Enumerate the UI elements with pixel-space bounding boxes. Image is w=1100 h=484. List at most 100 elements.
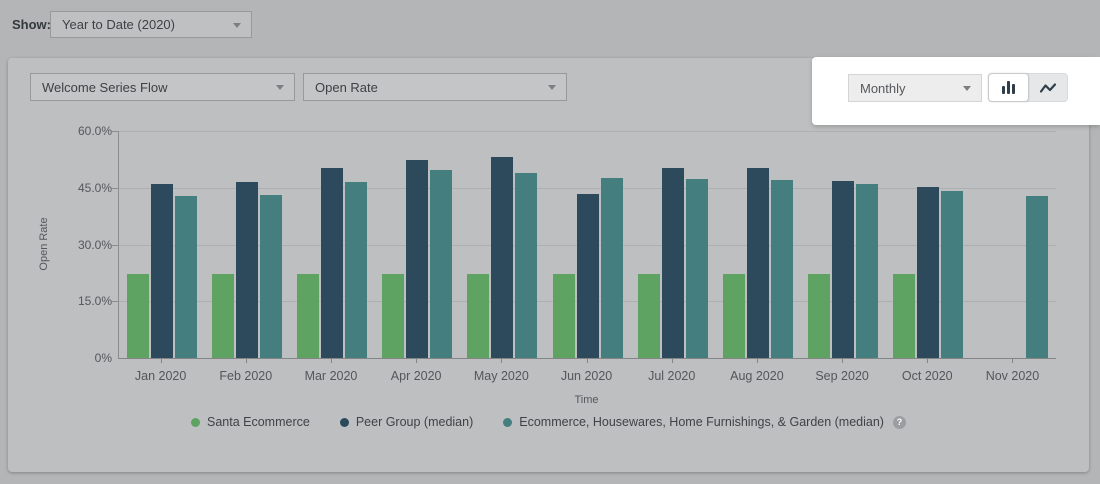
bar-group — [204, 131, 289, 358]
x-tick-label: Oct 2020 — [885, 358, 970, 383]
bar — [406, 159, 429, 358]
bar — [150, 183, 173, 358]
grid-line — [119, 131, 1056, 132]
x-tick-mark — [671, 358, 673, 363]
bar-group — [886, 131, 971, 358]
bar — [552, 274, 575, 358]
x-tick-mark — [501, 358, 503, 363]
show-label: Show: — [12, 17, 51, 32]
legend-item[interactable]: Santa Ecommerce — [191, 415, 310, 429]
bar — [235, 182, 258, 358]
metric-dropdown[interactable]: Open Rate — [303, 73, 567, 101]
bar — [382, 274, 405, 358]
bar-group — [289, 131, 374, 358]
x-tick-mark — [586, 358, 588, 363]
bar — [491, 156, 514, 358]
bar-chart-view-button[interactable] — [988, 73, 1029, 102]
bar — [941, 191, 964, 358]
x-tick-mark — [416, 358, 418, 363]
bar — [467, 274, 490, 358]
x-tick-label: May 2020 — [459, 358, 544, 383]
metric-dropdown-value: Open Rate — [315, 79, 378, 95]
bar — [917, 187, 940, 358]
x-tick-label: Apr 2020 — [374, 358, 459, 383]
legend-dot-icon — [503, 417, 513, 427]
legend-dot-icon — [339, 417, 349, 427]
x-tick-label: Feb 2020 — [203, 358, 288, 383]
x-tick-mark — [842, 358, 844, 363]
bar-group — [119, 131, 204, 358]
legend-item[interactable]: Peer Group (median) — [339, 415, 474, 429]
bar — [746, 167, 769, 358]
x-tick-label: Mar 2020 — [288, 358, 373, 383]
y-axis-labels: 0% 15.0% 30.0% 45.0% 60.0% — [8, 124, 112, 365]
x-tick-label: Jun 2020 — [544, 358, 629, 383]
bar — [832, 180, 855, 358]
legend-label: Santa Ecommerce — [207, 415, 310, 429]
flow-dropdown[interactable]: Welcome Series Flow — [30, 73, 295, 101]
y-tick-mark — [112, 131, 119, 132]
legend-label: Peer Group (median) — [355, 415, 474, 429]
y-tick-mark — [112, 301, 119, 303]
bar — [808, 274, 831, 358]
bar-group — [460, 131, 545, 358]
bar — [430, 169, 453, 358]
bar — [893, 274, 916, 358]
bar — [174, 196, 197, 358]
bar — [1026, 196, 1049, 358]
interval-dropdown[interactable]: Monthly — [848, 74, 982, 102]
bar — [722, 274, 745, 358]
legend-label: Ecommerce, Housewares, Home Furnishings,… — [519, 415, 884, 429]
period-dropdown-value: Year to Date (2020) — [62, 17, 175, 32]
x-axis-labels: Jan 2020 Feb 2020 Mar 2020 Apr 2020 May 2020… — [118, 358, 1055, 383]
bar — [661, 168, 684, 358]
x-tick-label: Jan 2020 — [118, 358, 203, 383]
bar — [637, 274, 660, 358]
chart-type-toggle — [988, 73, 1068, 102]
period-dropdown[interactable]: Year to Date (2020) — [50, 11, 252, 38]
spotlight-highlight: Monthly — [812, 57, 1100, 125]
line-chart-icon — [1039, 82, 1056, 93]
bar — [576, 194, 599, 358]
legend-item[interactable]: Ecommerce, Housewares, Home Furnishings,… — [503, 415, 906, 429]
bar-group — [545, 131, 630, 358]
plot-area — [112, 131, 1056, 359]
bar — [600, 178, 623, 358]
chevron-down-icon — [233, 22, 241, 28]
report-panel: Welcome Series Flow Open Rate Open Rate … — [8, 58, 1089, 472]
bar-group — [715, 131, 800, 358]
y-tick-label: 0% — [94, 351, 112, 365]
x-tick-mark — [756, 358, 758, 363]
y-tick-mark — [112, 244, 119, 246]
x-tick-mark — [927, 358, 929, 363]
bar-group — [801, 131, 886, 358]
x-tick-mark — [1012, 358, 1014, 363]
legend-dot-icon — [191, 417, 200, 427]
x-axis-title: Time — [574, 394, 599, 406]
line-chart-view-button[interactable] — [1028, 74, 1067, 101]
x-tick-mark — [160, 358, 162, 363]
bar — [856, 183, 879, 358]
y-tick-label: 15.0% — [77, 294, 112, 309]
x-tick-label: Nov 2020 — [970, 358, 1055, 383]
y-tick-label: 45.0% — [77, 180, 112, 195]
chevron-down-icon — [276, 85, 284, 90]
flow-dropdown-value: Welcome Series Flow — [42, 79, 168, 95]
bar-group — [971, 131, 1056, 358]
chevron-down-icon — [548, 85, 556, 90]
bar-group — [630, 131, 715, 358]
bar — [296, 274, 319, 358]
bar — [770, 180, 793, 358]
y-tick-label: 30.0% — [77, 237, 112, 252]
bar-group — [375, 131, 460, 358]
bar — [320, 168, 343, 358]
x-tick-label: Jul 2020 — [629, 358, 714, 383]
grid-line — [119, 187, 1056, 189]
bar — [126, 274, 149, 358]
chart-legend: Santa Ecommerce Peer Group (median) Ecomme… — [8, 415, 1089, 429]
bar — [344, 182, 367, 358]
y-tick-label: 60.0% — [77, 124, 112, 138]
y-tick-mark — [112, 187, 119, 189]
bar — [211, 274, 234, 358]
help-icon[interactable]: ? — [892, 415, 906, 429]
